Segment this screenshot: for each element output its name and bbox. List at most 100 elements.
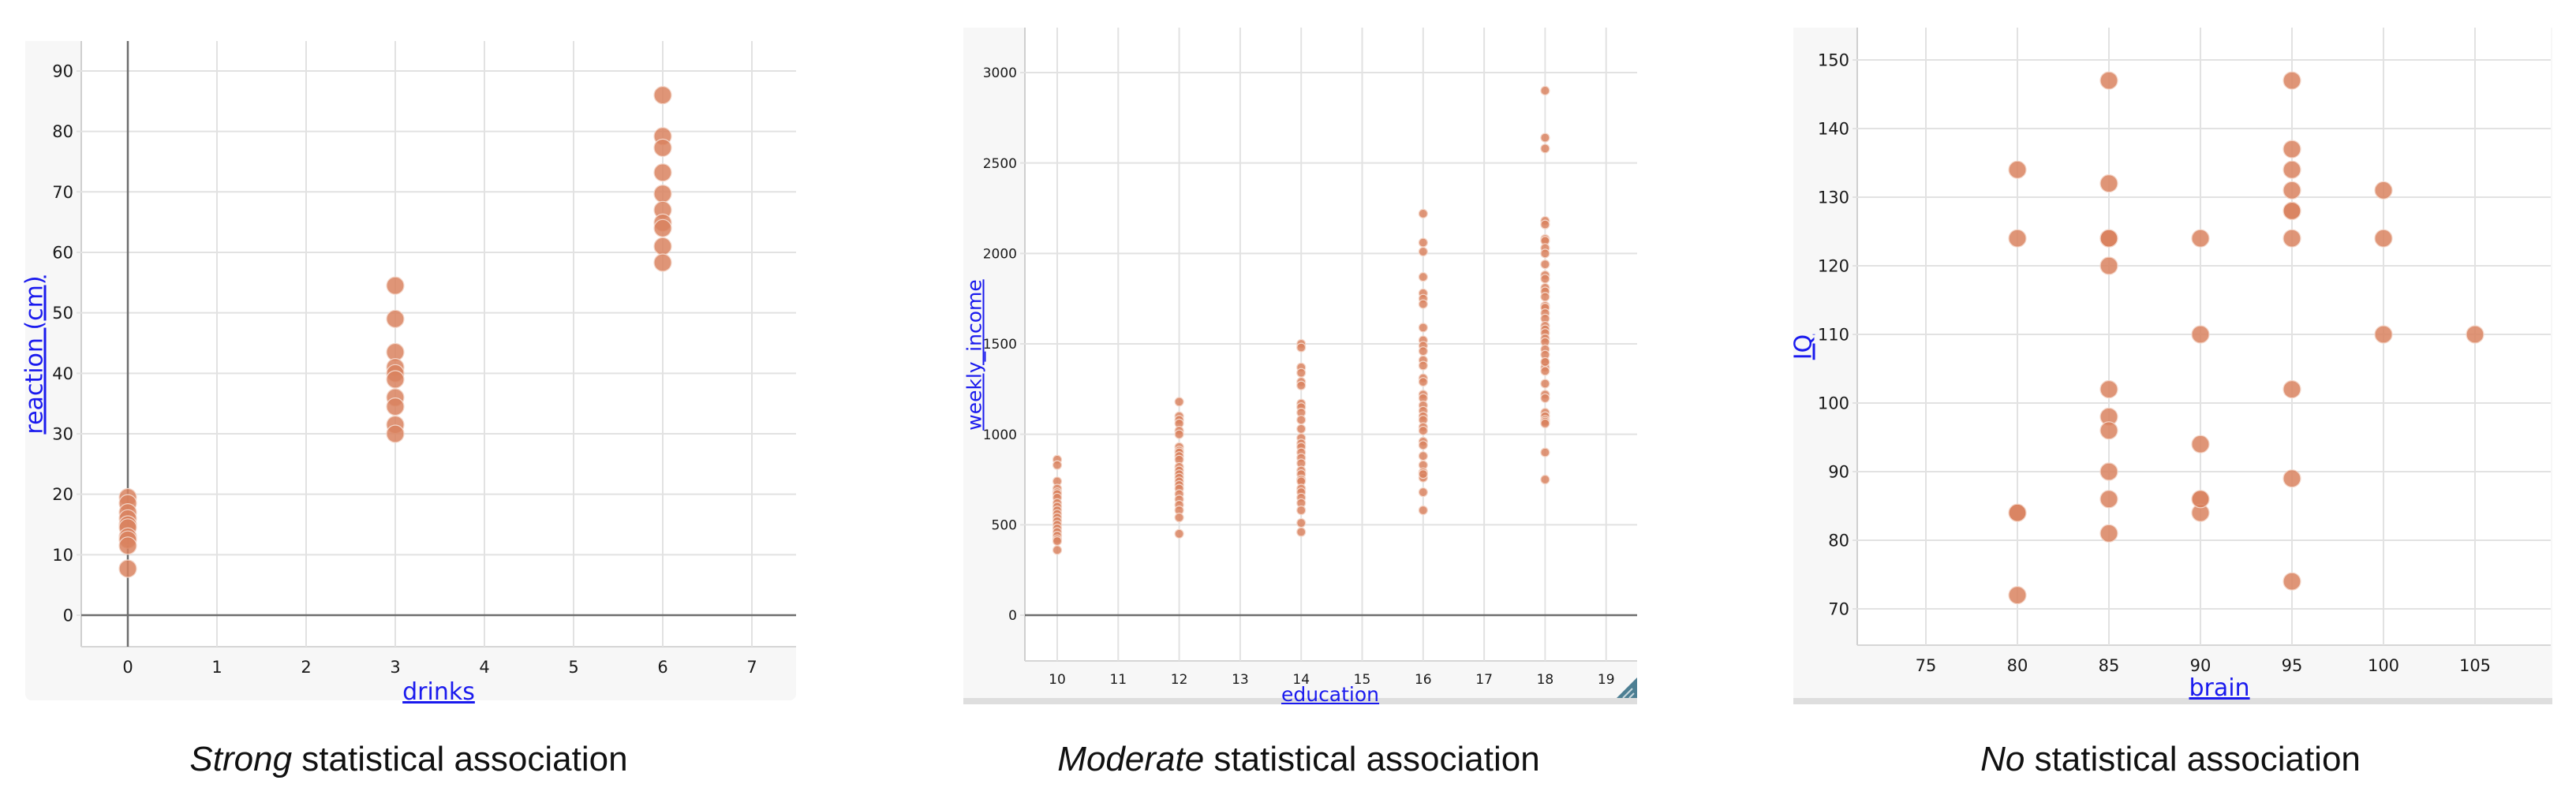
data-point[interactable]: [1296, 380, 1307, 390]
data-point[interactable]: [1418, 377, 1428, 387]
data-point[interactable]: [1418, 299, 1428, 309]
data-point[interactable]: [1540, 132, 1550, 143]
data-point[interactable]: [2283, 201, 2301, 220]
data-point[interactable]: [1418, 505, 1428, 516]
data-point[interactable]: [1418, 469, 1428, 480]
data-point[interactable]: [1296, 415, 1307, 425]
data-point[interactable]: [1174, 528, 1184, 539]
data-point[interactable]: [2374, 181, 2393, 200]
data-point[interactable]: [1540, 418, 1550, 429]
data-point[interactable]: [653, 86, 672, 105]
data-point[interactable]: [2099, 174, 2118, 193]
data-point[interactable]: [1296, 527, 1307, 537]
data-point[interactable]: [2283, 229, 2301, 248]
svg-text:0: 0: [122, 658, 133, 677]
data-point[interactable]: [118, 536, 137, 555]
data-point[interactable]: [1418, 246, 1428, 257]
data-point[interactable]: [1418, 487, 1428, 498]
data-point[interactable]: [1540, 366, 1550, 376]
data-point[interactable]: [2283, 380, 2301, 399]
data-point[interactable]: [1296, 505, 1307, 516]
data-point[interactable]: [1052, 460, 1063, 470]
x-axis-label-drinks[interactable]: drinks: [402, 678, 475, 706]
data-point[interactable]: [2191, 435, 2210, 453]
data-point[interactable]: [1418, 208, 1428, 218]
data-point[interactable]: [2008, 229, 2027, 248]
data-point[interactable]: [2191, 490, 2210, 509]
data-point[interactable]: [1540, 447, 1550, 457]
data-point[interactable]: [2099, 421, 2118, 440]
data-point[interactable]: [1540, 248, 1550, 259]
svg-text:80: 80: [52, 122, 73, 141]
data-point[interactable]: [2283, 71, 2301, 90]
data-point[interactable]: [1296, 424, 1307, 434]
data-point[interactable]: [2099, 380, 2118, 399]
resize-handle-icon[interactable]: [1613, 677, 1637, 701]
data-point[interactable]: [386, 397, 405, 416]
data-point[interactable]: [118, 559, 137, 578]
data-point[interactable]: [653, 138, 672, 157]
y-axis-label-iq[interactable]: IQ: [1789, 334, 1818, 360]
data-point[interactable]: [2099, 524, 2118, 543]
data-point[interactable]: [1418, 425, 1428, 436]
data-point[interactable]: [653, 253, 672, 272]
data-point[interactable]: [1296, 517, 1307, 528]
data-point[interactable]: [386, 370, 405, 389]
y-axis-label-weekly-income[interactable]: weekly_income: [963, 279, 986, 431]
data-point[interactable]: [1540, 292, 1550, 302]
data-point[interactable]: [2008, 585, 2027, 605]
data-point[interactable]: [1418, 323, 1428, 333]
x-axis-label-education[interactable]: education: [1281, 683, 1380, 706]
svg-text:0: 0: [1008, 608, 1017, 624]
x-axis-label-brain[interactable]: brain: [2189, 674, 2250, 702]
y-axis-label-reaction[interactable]: reaction (cm): [21, 275, 49, 435]
data-point[interactable]: [1418, 451, 1428, 461]
data-point[interactable]: [2099, 462, 2118, 481]
data-point[interactable]: [1418, 272, 1428, 282]
data-point[interactable]: [2099, 71, 2118, 90]
data-point[interactable]: [1052, 536, 1063, 547]
data-point[interactable]: [1418, 346, 1428, 356]
data-point[interactable]: [2283, 140, 2301, 159]
data-point[interactable]: [653, 185, 672, 203]
data-point[interactable]: [2099, 256, 2118, 275]
data-point[interactable]: [653, 218, 672, 237]
data-point[interactable]: [2283, 181, 2301, 200]
data-point[interactable]: [2099, 490, 2118, 509]
data-point[interactable]: [2283, 160, 2301, 179]
data-point[interactable]: [1540, 474, 1550, 485]
data-point[interactable]: [1418, 237, 1428, 248]
data-point[interactable]: [2191, 325, 2210, 344]
data-point[interactable]: [2283, 469, 2301, 488]
data-point[interactable]: [1174, 429, 1184, 439]
data-point[interactable]: [1540, 144, 1550, 154]
data-point[interactable]: [1540, 85, 1550, 96]
data-point[interactable]: [1174, 513, 1184, 523]
data-point[interactable]: [2008, 160, 2027, 179]
data-point[interactable]: [653, 237, 672, 256]
data-point[interactable]: [2466, 325, 2484, 344]
data-point[interactable]: [1540, 274, 1550, 284]
data-point[interactable]: [1540, 356, 1550, 368]
data-point[interactable]: [1540, 379, 1550, 389]
data-point[interactable]: [1296, 342, 1307, 353]
data-point[interactable]: [1174, 397, 1184, 407]
data-point[interactable]: [386, 424, 405, 443]
data-point[interactable]: [1052, 545, 1063, 555]
data-point[interactable]: [2099, 229, 2118, 248]
data-point[interactable]: [386, 276, 405, 295]
data-point[interactable]: [653, 163, 672, 182]
data-point[interactable]: [1540, 219, 1550, 230]
data-point[interactable]: [1540, 259, 1550, 270]
data-point[interactable]: [1418, 360, 1428, 371]
data-point[interactable]: [1540, 393, 1550, 403]
data-point[interactable]: [2374, 229, 2393, 248]
data-point[interactable]: [2374, 325, 2393, 344]
data-point[interactable]: [386, 309, 405, 328]
data-point[interactable]: [1296, 368, 1307, 378]
svg-text:100: 100: [2368, 656, 2399, 675]
data-point[interactable]: [2283, 572, 2301, 591]
data-point[interactable]: [1418, 440, 1428, 450]
data-point[interactable]: [2008, 503, 2027, 522]
data-point[interactable]: [2191, 229, 2210, 248]
